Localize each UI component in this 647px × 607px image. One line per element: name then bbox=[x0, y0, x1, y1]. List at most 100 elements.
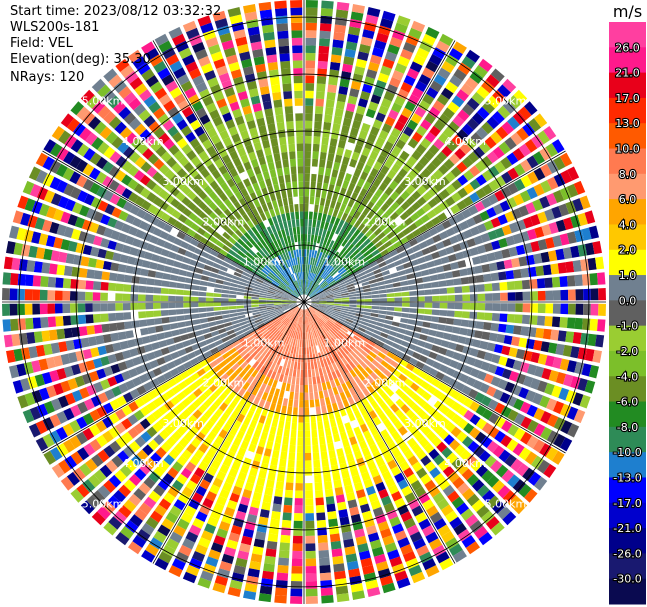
range-gate bbox=[499, 313, 508, 323]
range-gate bbox=[422, 276, 431, 283]
range-gate bbox=[385, 387, 395, 397]
range-gate bbox=[474, 265, 483, 274]
range-gate bbox=[173, 358, 183, 367]
range-gate bbox=[238, 336, 247, 343]
range-gate bbox=[320, 270, 327, 278]
range-gate bbox=[420, 473, 432, 485]
range-gate bbox=[304, 332, 306, 340]
range-gate bbox=[213, 502, 225, 513]
range-gate bbox=[404, 173, 415, 184]
range-gate bbox=[124, 520, 139, 534]
range-gate bbox=[447, 341, 457, 351]
range-gate bbox=[368, 351, 377, 359]
range-gate bbox=[362, 250, 371, 258]
range-gate bbox=[249, 560, 262, 571]
range-gate bbox=[494, 366, 505, 377]
range-gate bbox=[447, 253, 457, 263]
range-gate bbox=[374, 240, 384, 249]
range-gate bbox=[51, 463, 65, 479]
range-gate bbox=[318, 367, 324, 376]
range-gate bbox=[504, 211, 515, 223]
range-gate bbox=[121, 405, 133, 417]
range-gate bbox=[371, 359, 380, 368]
range-gate bbox=[386, 364, 396, 373]
colorbar-tick-label: 10.0 bbox=[615, 143, 640, 156]
range-gate bbox=[383, 91, 395, 102]
range-gate bbox=[228, 532, 241, 543]
range-gate bbox=[494, 402, 506, 415]
range-gate bbox=[451, 191, 462, 203]
range-gate bbox=[341, 382, 349, 392]
range-gate bbox=[377, 72, 390, 83]
range-gate bbox=[545, 290, 554, 301]
range-gate bbox=[404, 100, 417, 112]
range-gate bbox=[115, 408, 127, 421]
range-gate bbox=[428, 367, 439, 377]
range-gate bbox=[494, 161, 506, 174]
range-gate bbox=[368, 410, 378, 420]
range-gate bbox=[328, 411, 335, 421]
range-gate bbox=[209, 484, 220, 495]
range-gate bbox=[334, 302, 342, 304]
range-gate bbox=[472, 339, 482, 348]
range-gate bbox=[490, 217, 501, 228]
range-gate bbox=[415, 283, 425, 290]
range-gate bbox=[409, 531, 423, 543]
range-gate bbox=[275, 340, 282, 348]
range-gate bbox=[518, 256, 528, 267]
range-gate bbox=[333, 294, 342, 298]
range-gate bbox=[412, 228, 422, 238]
range-gate bbox=[344, 355, 352, 363]
range-gate bbox=[175, 413, 186, 425]
range-gate bbox=[397, 114, 409, 125]
range-gate bbox=[321, 315, 329, 321]
range-gate bbox=[293, 513, 303, 521]
range-gate bbox=[548, 221, 559, 235]
range-gate bbox=[394, 95, 406, 107]
range-gate bbox=[476, 223, 487, 234]
range-gate bbox=[380, 249, 389, 257]
range-gate bbox=[265, 548, 277, 558]
range-gate bbox=[450, 261, 459, 270]
range-gate bbox=[237, 387, 246, 397]
range-gate bbox=[423, 282, 432, 289]
range-gate bbox=[305, 37, 317, 46]
range-gate bbox=[522, 291, 531, 301]
range-gate bbox=[302, 309, 304, 318]
range-gate bbox=[526, 404, 538, 418]
range-gate bbox=[371, 546, 385, 557]
range-gate bbox=[229, 492, 240, 503]
range-gate bbox=[291, 376, 296, 385]
range-gate bbox=[422, 231, 432, 240]
range-gate bbox=[455, 251, 465, 261]
range-gate bbox=[454, 310, 463, 318]
range-gate bbox=[146, 401, 157, 413]
range-gate bbox=[319, 327, 325, 335]
range-gate bbox=[308, 264, 312, 273]
range-gate bbox=[320, 317, 327, 324]
range-gate bbox=[108, 516, 123, 530]
range-gate bbox=[181, 420, 193, 431]
range-gate bbox=[255, 531, 266, 541]
range-gate bbox=[175, 551, 189, 564]
range-gate bbox=[341, 156, 350, 166]
range-gate bbox=[477, 293, 486, 301]
range-gate bbox=[438, 393, 450, 404]
range-gate bbox=[308, 211, 313, 220]
range-gate bbox=[584, 379, 596, 394]
range-gate bbox=[261, 570, 274, 580]
range-gate bbox=[450, 389, 461, 400]
range-gate bbox=[304, 445, 311, 453]
range-gate bbox=[142, 444, 154, 456]
range-gate bbox=[450, 334, 459, 343]
range-gate bbox=[543, 125, 557, 141]
range-gate bbox=[309, 249, 312, 258]
range-gate bbox=[382, 343, 392, 351]
range-gate bbox=[341, 438, 350, 448]
range-gate bbox=[328, 240, 335, 249]
range-gate bbox=[327, 153, 335, 162]
range-gate bbox=[349, 302, 357, 305]
range-gate bbox=[289, 313, 296, 321]
range-gate bbox=[261, 455, 271, 465]
range-gate bbox=[221, 513, 233, 525]
